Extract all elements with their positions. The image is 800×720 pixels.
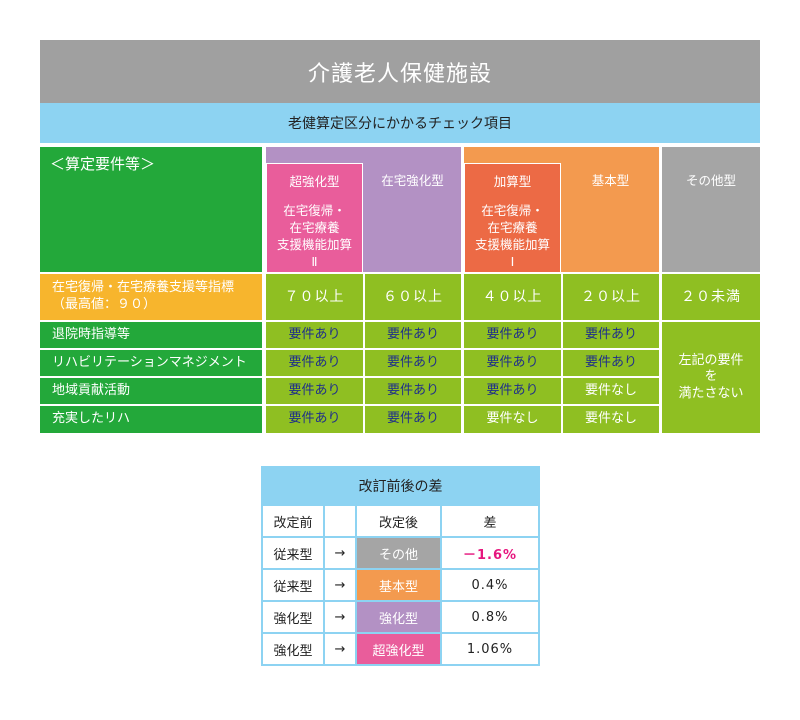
diff-value: 1.06% bbox=[442, 634, 538, 664]
requirement-label: リハビリテーションマネジメント bbox=[40, 350, 262, 376]
diff-row: 強化型 → 強化型 0.8% bbox=[263, 602, 538, 632]
diff-table-title: 改訂前後の差 bbox=[261, 466, 540, 506]
column-note-line: 在宅復帰・ bbox=[283, 202, 346, 218]
column-header-super-strong: 超強化型 在宅復帰・ 在宅療養 支援機能加算 Ⅱ bbox=[266, 163, 363, 272]
requirement-value: 要件あり bbox=[266, 378, 363, 404]
arrow-icon: → bbox=[325, 570, 355, 600]
column-label: その他型 bbox=[685, 173, 736, 188]
after-type-badge: その他 bbox=[357, 538, 440, 568]
after-type-badge: 基本型 bbox=[357, 570, 440, 600]
diff-table: 改定前 改定後 差 従来型 → その他 －1.6% 従来型 → 基本型 0.4%… bbox=[261, 506, 540, 666]
other-type-note: 左記の要件 を 満たさない bbox=[662, 322, 760, 433]
requirement-value: 要件なし bbox=[464, 406, 561, 433]
column-note-line: Ⅱ bbox=[311, 253, 318, 269]
requirement-value: 要件あり bbox=[266, 406, 363, 433]
index-value-other: ２０未満 bbox=[662, 274, 760, 320]
requirement-label: 充実したリハ bbox=[40, 406, 262, 433]
column-note-line: 在宅療養 bbox=[289, 219, 340, 235]
requirement-value: 要件なし bbox=[563, 378, 659, 404]
index-row-label: 在宅復帰・在宅療養支援等指標 （最高値：９０） bbox=[40, 274, 262, 320]
section-subtitle: 老健算定区分にかかるチェック項目 bbox=[40, 103, 760, 143]
arrow-icon: → bbox=[325, 602, 355, 632]
other-note-line2: を bbox=[704, 369, 718, 385]
diff-value: 0.8% bbox=[442, 602, 538, 632]
arrow-icon: → bbox=[325, 538, 355, 568]
before-type: 強化型 bbox=[263, 602, 323, 632]
index-value-super-strong: ７０以上 bbox=[266, 274, 363, 320]
before-type: 従来型 bbox=[263, 538, 323, 568]
header-diff: 差 bbox=[442, 506, 538, 536]
requirement-value: 要件あり bbox=[464, 378, 561, 404]
column-header-basic: 基本型 bbox=[562, 163, 659, 272]
requirement-label: 退院時指導等 bbox=[40, 322, 262, 348]
corner-label: ＜算定要件等＞ bbox=[40, 147, 262, 272]
index-value-basic: ２０以上 bbox=[563, 274, 659, 320]
column-label: 加算型 bbox=[493, 174, 532, 189]
column-note-line: 支援機能加算 bbox=[276, 236, 352, 252]
index-label-line2: （最高値：９０） bbox=[52, 297, 157, 312]
diff-row: 従来型 → 基本型 0.4% bbox=[263, 570, 538, 600]
column-label: 基本型 bbox=[591, 173, 630, 188]
requirement-value: 要件なし bbox=[563, 406, 659, 433]
diff-row: 強化型 → 超強化型 1.06% bbox=[263, 634, 538, 664]
column-header-home-strong: 在宅強化型 bbox=[364, 163, 461, 272]
requirement-value: 要件あり bbox=[365, 378, 461, 404]
column-note-line: 在宅復帰・ bbox=[481, 202, 544, 218]
requirement-value: 要件あり bbox=[563, 350, 659, 376]
other-group-strip bbox=[662, 147, 760, 272]
header-before: 改定前 bbox=[263, 506, 323, 536]
requirement-value: 要件あり bbox=[464, 322, 561, 348]
requirement-label: 地域貢献活動 bbox=[40, 378, 262, 404]
requirement-value: 要件あり bbox=[464, 350, 561, 376]
column-header-addition: 加算型 在宅復帰・ 在宅療養 支援機能加算 Ⅰ bbox=[464, 163, 561, 272]
column-header-other: その他型 bbox=[662, 163, 760, 272]
header-arrow bbox=[325, 506, 355, 536]
page-title: 介護老人保健施設 bbox=[40, 40, 760, 103]
arrow-icon: → bbox=[325, 634, 355, 664]
index-value-addition: ４０以上 bbox=[464, 274, 561, 320]
diff-value: －1.6% bbox=[442, 538, 538, 568]
requirement-value: 要件あり bbox=[365, 406, 461, 433]
other-note-line1: 左記の要件 bbox=[678, 353, 744, 369]
index-label-line1: 在宅復帰・在宅療養支援等指標 bbox=[52, 280, 235, 296]
requirement-value: 要件あり bbox=[563, 322, 659, 348]
index-value-home-strong: ６０以上 bbox=[365, 274, 461, 320]
diff-value: 0.4% bbox=[442, 570, 538, 600]
diff-header-row: 改定前 改定後 差 bbox=[263, 506, 538, 536]
before-type: 強化型 bbox=[263, 634, 323, 664]
column-note-line: Ⅰ bbox=[510, 253, 515, 269]
column-note-line: 在宅療養 bbox=[487, 219, 538, 235]
other-note-line3: 満たさない bbox=[678, 385, 744, 401]
column-label: 超強化型 bbox=[289, 174, 340, 189]
requirement-value: 要件あり bbox=[365, 350, 461, 376]
column-label: 在宅強化型 bbox=[381, 173, 444, 188]
before-type: 従来型 bbox=[263, 570, 323, 600]
requirement-value: 要件あり bbox=[266, 322, 363, 348]
header-after: 改定後 bbox=[357, 506, 440, 536]
requirement-value: 要件あり bbox=[266, 350, 363, 376]
after-type-badge: 強化型 bbox=[357, 602, 440, 632]
after-type-badge: 超強化型 bbox=[357, 634, 440, 664]
diff-row: 従来型 → その他 －1.6% bbox=[263, 538, 538, 568]
requirement-value: 要件あり bbox=[365, 322, 461, 348]
column-note-line: 支援機能加算 bbox=[474, 236, 550, 252]
